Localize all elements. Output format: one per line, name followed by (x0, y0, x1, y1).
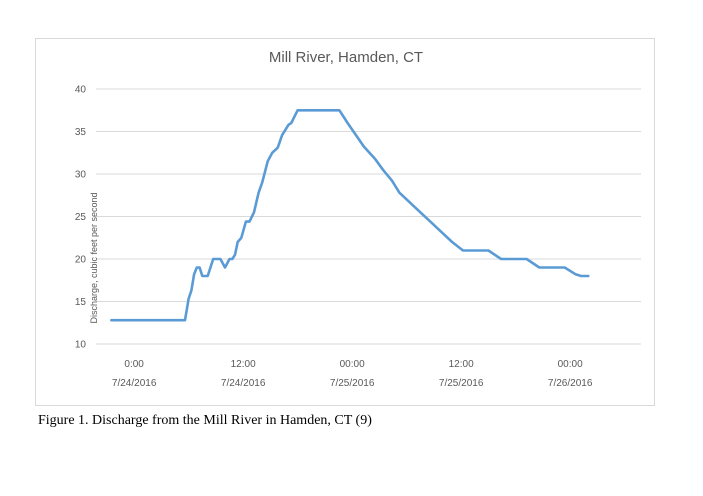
y-tick-label: 40 (75, 85, 87, 96)
chart-title: Mill River, Hamden, CT (268, 49, 424, 66)
x-tick-date-label: 7/25/2016 (439, 378, 484, 389)
y-axis-label: Discharge, cubic feet per second (89, 192, 99, 324)
x-tick-time-label: 00:00 (558, 359, 583, 370)
y-tick-label: 35 (75, 127, 87, 138)
y-tick-label: 10 (75, 340, 87, 351)
x-tick-time-label: 12:00 (231, 359, 256, 370)
x-tick-date-label: 7/25/2016 (330, 378, 375, 389)
x-tick-date-label: 7/24/2016 (221, 378, 266, 389)
y-tick-label: 15 (75, 297, 87, 308)
figure-caption: Figure 1. Discharge from the Mill River … (38, 413, 372, 428)
chart-plot: 10 15 20 25 30 35 40 0:00 7/24/2016 12:00 7/24/201… (75, 85, 641, 389)
x-tick-time-label: 00:00 (340, 359, 365, 370)
x-tick-date-label: 7/24/2016 (112, 378, 157, 389)
x-tick-date-label: 7/26/2016 (548, 378, 593, 389)
discharge-series-line (110, 109, 590, 322)
chart-area: 10 15 20 25 30 35 40 0:00 7/24/2016 12:00 7/24/201… (35, 38, 655, 406)
y-tick-label: 30 (75, 170, 87, 181)
y-tick-label: 20 (75, 255, 87, 266)
y-tick-label: 25 (75, 212, 87, 223)
x-tick-time-label: 12:00 (449, 359, 474, 370)
x-tick-time-label: 0:00 (124, 359, 144, 370)
